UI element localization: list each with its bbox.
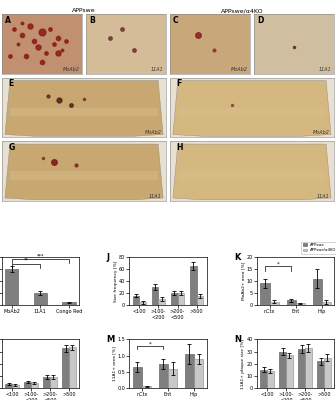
Bar — [197, 296, 203, 305]
Bar — [322, 302, 331, 305]
Bar — [152, 287, 159, 305]
Text: F: F — [176, 79, 181, 88]
Bar — [12, 385, 18, 388]
Bar — [133, 296, 139, 305]
Bar — [168, 368, 177, 388]
Text: M: M — [106, 336, 114, 344]
Text: 11A1: 11A1 — [151, 66, 164, 72]
Text: 11A1: 11A1 — [149, 194, 161, 199]
Bar — [269, 302, 279, 305]
Text: N: N — [234, 336, 241, 344]
Y-axis label: 11A1+ plaque size [%]: 11A1+ plaque size [%] — [241, 339, 245, 389]
Bar — [50, 377, 56, 388]
Text: MoAb2: MoAb2 — [63, 66, 80, 72]
Bar — [280, 352, 286, 388]
Polygon shape — [173, 144, 331, 200]
Bar — [69, 347, 76, 388]
Text: C: C — [173, 16, 178, 25]
Text: **: ** — [24, 258, 29, 263]
Bar — [312, 278, 322, 305]
Bar — [324, 358, 331, 388]
Text: MoAb2: MoAb2 — [312, 130, 329, 135]
Text: A: A — [5, 16, 11, 25]
Text: E: E — [8, 79, 13, 88]
Bar — [159, 299, 165, 305]
Bar — [318, 361, 324, 388]
Text: ***: *** — [37, 253, 44, 258]
Polygon shape — [5, 144, 163, 200]
Bar — [298, 349, 305, 388]
Text: B: B — [89, 16, 95, 25]
Bar — [62, 348, 69, 388]
Polygon shape — [10, 108, 158, 116]
Text: APPswe/α4KO: APPswe/α4KO — [221, 8, 263, 13]
Bar — [171, 293, 177, 305]
Text: *: * — [149, 341, 152, 346]
Legend: APPswe, APPswe/α4KO: APPswe, APPswe/α4KO — [301, 242, 336, 254]
Bar — [305, 348, 312, 388]
Bar — [260, 370, 267, 388]
Text: D: D — [257, 16, 263, 25]
Y-axis label: MoAb2+ area [%]: MoAb2+ area [%] — [241, 262, 245, 300]
Polygon shape — [178, 108, 326, 116]
Bar — [31, 383, 38, 388]
Bar — [62, 302, 76, 305]
Polygon shape — [178, 171, 326, 180]
Bar — [43, 377, 50, 388]
Bar — [142, 386, 151, 388]
Bar — [286, 355, 293, 388]
Y-axis label: 11A1+ area [%]: 11A1+ area [%] — [112, 346, 116, 381]
Bar — [5, 384, 12, 388]
Text: MoAb2: MoAb2 — [144, 130, 161, 135]
Text: 11A1: 11A1 — [317, 194, 329, 199]
Bar — [260, 284, 269, 305]
Polygon shape — [5, 80, 163, 136]
Text: *: * — [277, 262, 279, 267]
Bar — [34, 293, 47, 305]
Text: J: J — [106, 253, 109, 262]
Bar — [24, 382, 31, 388]
Bar — [190, 266, 197, 305]
Text: H: H — [176, 143, 183, 152]
Bar — [133, 367, 142, 388]
Text: APPswe: APPswe — [72, 8, 96, 13]
Polygon shape — [173, 80, 331, 136]
Y-axis label: Size frequency [%]: Size frequency [%] — [114, 260, 118, 302]
Bar — [5, 269, 18, 305]
Text: G: G — [8, 143, 14, 152]
Bar — [296, 303, 305, 305]
Bar — [139, 302, 146, 305]
Polygon shape — [10, 171, 158, 180]
Bar — [177, 293, 184, 305]
Text: K: K — [234, 253, 240, 262]
Bar — [159, 364, 168, 388]
Text: MoAb2: MoAb2 — [231, 66, 248, 72]
Bar — [185, 354, 194, 388]
Bar — [194, 359, 203, 388]
Bar — [287, 300, 296, 305]
Bar — [267, 371, 274, 388]
Text: 11A1: 11A1 — [319, 66, 332, 72]
